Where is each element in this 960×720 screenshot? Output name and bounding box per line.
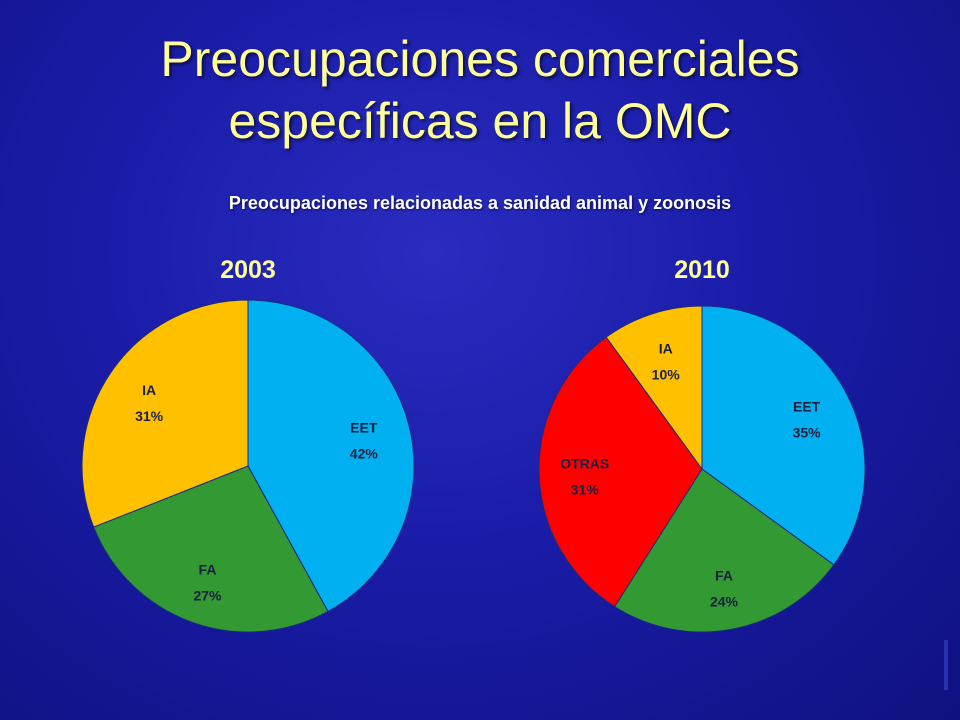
slice-label-eet: EET bbox=[793, 399, 821, 415]
pie-slice-ia bbox=[81, 299, 249, 528]
slice-value-ia: 10% bbox=[652, 366, 681, 382]
slice-value-eet: 42% bbox=[350, 445, 379, 461]
slice-value-fa: 24% bbox=[710, 593, 739, 609]
pie-title-2010: 2010 bbox=[674, 256, 730, 284]
slice-value-otras: 31% bbox=[571, 482, 600, 498]
slide-title-line-1: Preocupaciones comerciales bbox=[160, 31, 800, 87]
slice-value-fa: 27% bbox=[193, 588, 222, 604]
slice-label-otras: OTRAS bbox=[560, 456, 609, 472]
slide-title: Preocupaciones comerciales específicas e… bbox=[0, 28, 960, 152]
slice-value-eet: 35% bbox=[793, 425, 822, 441]
pie-slice-eet bbox=[247, 299, 415, 613]
slide-title-line-2: específicas en la OMC bbox=[228, 93, 732, 149]
slice-value-ia: 31% bbox=[135, 408, 164, 424]
pie-chart-2003: 2003 EET 42% FA 27% IA 31% bbox=[81, 256, 415, 633]
pie-slice-fa bbox=[93, 465, 329, 633]
slice-label-fa: FA bbox=[715, 567, 733, 583]
slice-label-ia: IA bbox=[659, 340, 673, 356]
slice-label-ia: IA bbox=[142, 382, 156, 398]
pie-slice-eet bbox=[701, 305, 866, 566]
pie-slice-ia bbox=[605, 305, 703, 471]
pie-chart-2010: 2010 EET 35% FA 24% OTRAS 31% IA 10% bbox=[538, 256, 866, 633]
decorative-bar bbox=[944, 640, 948, 690]
slice-label-eet: EET bbox=[350, 419, 378, 435]
slice-label-fa: FA bbox=[199, 562, 217, 578]
pie-slice-otras bbox=[538, 336, 703, 608]
chart-subtitle: Preocupaciones relacionadas a sanidad an… bbox=[228, 193, 732, 213]
pie-title-2003: 2003 bbox=[220, 256, 276, 284]
pie-slice-fa bbox=[613, 468, 835, 633]
